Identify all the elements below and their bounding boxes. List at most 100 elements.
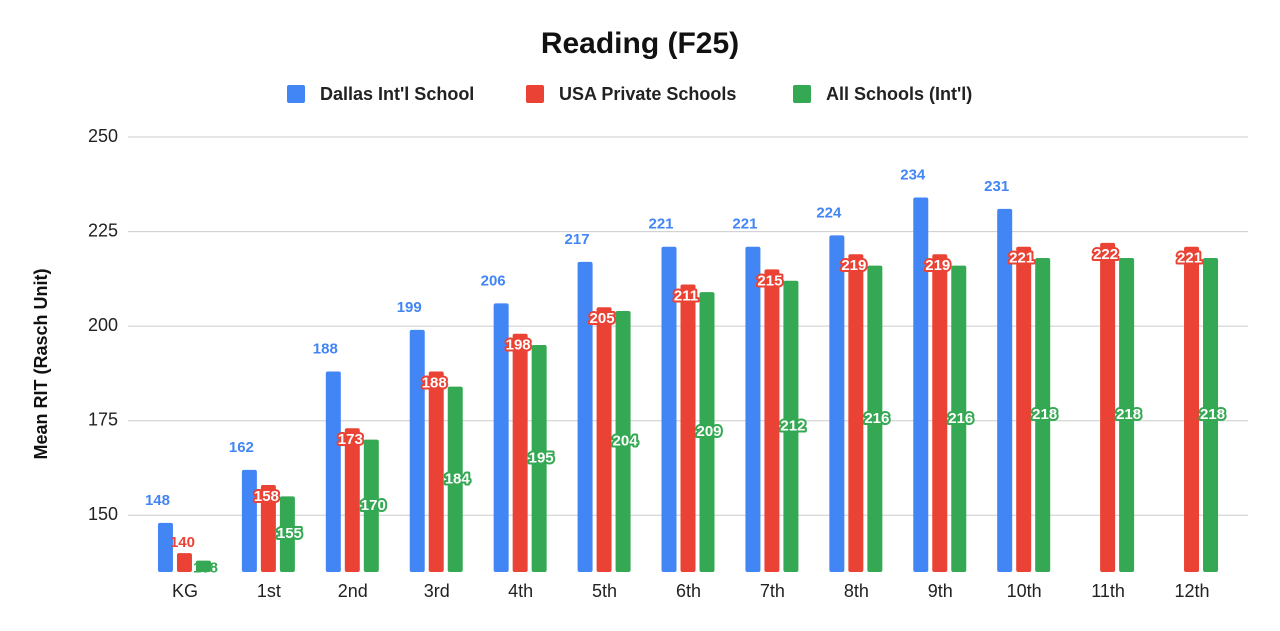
bar [493,303,509,572]
legend-label: USA Private Schools [559,84,736,104]
x-tick-label: KG [172,581,198,601]
bar [157,522,173,572]
value-label: 184 [445,470,471,487]
value-label: 209 [696,423,721,440]
x-tick-label: 10th [1007,581,1042,601]
chart-title: Reading (F25) [541,27,739,60]
bar [867,265,883,572]
value-label: 221 [1009,250,1034,267]
y-tick-label: 250 [88,126,118,146]
x-tick-label: 9th [928,581,953,601]
bar [783,280,799,572]
bar [913,197,929,573]
x-tick-label: 11th [1091,581,1125,601]
value-label: 212 [780,417,805,434]
y-tick-label: 200 [88,315,118,335]
bar [680,284,696,572]
bar [409,329,425,572]
bar [596,307,612,572]
value-label: 173 [338,431,363,448]
bar [661,246,677,572]
bar [279,496,295,572]
value-label: 216 [864,410,889,427]
value-label: 199 [397,299,422,316]
value-label: 138 [193,560,218,577]
value-label: 219 [841,257,866,274]
y-tick-label: 175 [88,409,118,429]
bar [428,371,444,572]
bar [764,269,780,572]
value-label: 215 [757,272,782,289]
bar [260,485,276,572]
value-label: 224 [816,204,842,221]
bar [1184,246,1200,572]
value-label: 219 [925,257,950,274]
value-label: 188 [422,374,447,391]
x-tick-label: 8th [844,581,869,601]
bar [997,208,1013,572]
legend-swatch [526,85,544,103]
bar [325,371,341,572]
bar [1100,242,1116,573]
value-label: 158 [254,488,279,505]
value-label: 148 [145,492,170,509]
value-label: 140 [170,534,195,551]
value-label: 211 [674,287,698,304]
bar [241,469,257,572]
legend-swatch [287,85,305,103]
x-tick-label: 7th [760,581,785,601]
bar [176,553,192,572]
value-label: 188 [313,340,338,357]
value-label: 218 [1200,406,1225,423]
bar [829,235,845,572]
bar [848,254,864,572]
bar [344,428,360,572]
value-label: 205 [590,310,615,327]
y-tick-label: 150 [88,504,118,524]
x-tick-label: 5th [592,581,617,601]
value-label: 222 [1093,246,1118,263]
value-label: 217 [565,231,590,248]
bar [1035,258,1051,572]
value-label: 170 [361,497,386,514]
bar [512,333,528,572]
value-label: 198 [506,337,531,354]
x-tick-label: 12th [1175,581,1210,601]
value-label: 155 [277,525,302,542]
value-label: 195 [529,449,554,466]
y-axis-label: Mean RIT (Rasch Unit) [31,268,51,459]
bar [577,261,593,572]
x-tick-label: 4th [508,581,533,601]
value-label: 162 [229,439,254,456]
value-label: 216 [948,410,973,427]
bar [363,439,379,572]
bar [1119,258,1135,572]
legend-label: Dallas Int'l School [320,84,474,104]
bar [951,265,967,572]
value-label: 221 [648,216,673,233]
x-tick-label: 3rd [424,581,450,601]
bar [932,254,948,572]
bar [1203,258,1219,572]
bar [1016,246,1032,572]
bar [745,246,761,572]
x-tick-label: 1st [257,581,281,601]
bar [531,345,547,572]
value-label: 221 [732,216,757,233]
value-label: 231 [984,178,1009,195]
y-tick-label: 225 [88,220,118,240]
value-label: 221 [1177,250,1202,267]
legend-label: All Schools (Int'l) [826,84,972,104]
legend-swatch [793,85,811,103]
value-label: 218 [1032,406,1057,423]
bar [447,386,463,572]
value-label: 204 [613,432,639,449]
value-label: 206 [481,272,506,289]
bar [699,292,715,572]
value-label: 234 [900,166,926,183]
value-label: 218 [1116,406,1141,423]
x-tick-label: 6th [676,581,701,601]
bar [195,560,211,572]
bar [615,311,631,572]
